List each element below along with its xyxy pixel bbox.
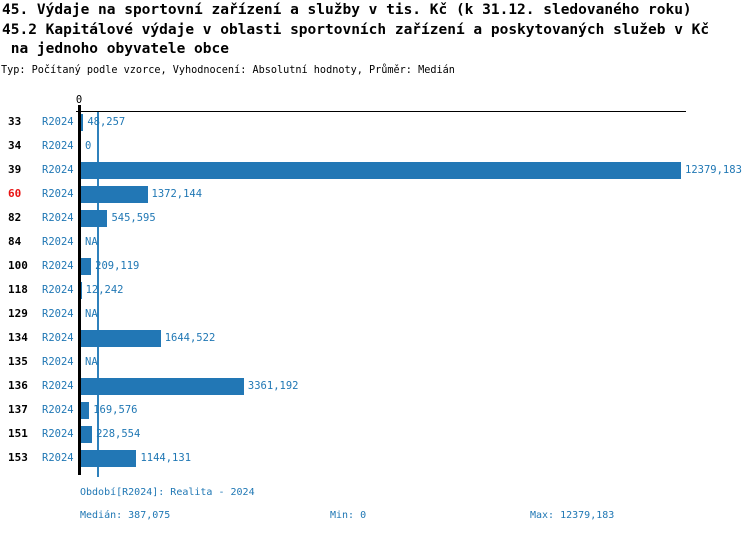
zero-baseline-line (78, 105, 81, 475)
row-category-label: 82 (8, 211, 22, 224)
row-category-label: 134 (8, 331, 28, 344)
value-bar (81, 377, 244, 395)
row-series-label: R2024 (42, 212, 74, 224)
row-series-label: R2024 (42, 308, 74, 320)
value-label: 169,576 (93, 404, 138, 416)
median-marker-line (97, 111, 99, 477)
row-category-label: 39 (8, 163, 22, 176)
chart-row: 135 R2024 NA (0, 350, 750, 374)
value-label: NA (85, 308, 98, 320)
row-category-label: 136 (8, 379, 28, 392)
value-bar (81, 425, 93, 443)
value-label: 0 (85, 140, 92, 152)
chart-title-line-2: 45.2 Kapitálové výdaje v oblasti sportov… (2, 22, 710, 38)
row-category-label: 151 (8, 427, 28, 440)
value-bar (81, 209, 108, 227)
row-series-label: R2024 (42, 356, 74, 368)
row-series-label: R2024 (42, 236, 74, 248)
row-series-label: R2024 (42, 188, 74, 200)
chart-title-line-1: 45. Výdaje na sportovní zařízení a služb… (2, 2, 692, 18)
chart-row: 39 R2024 12379,183 (0, 158, 750, 182)
value-label: 228,554 (96, 428, 141, 440)
row-series-label: R2024 (42, 332, 74, 344)
value-bar (81, 449, 137, 467)
chart-subtitle: Typ: Počítaný podle vzorce, Vyhodnocení:… (1, 65, 455, 76)
row-category-label: 153 (8, 451, 28, 464)
chart-row: 82 R2024 545,595 (0, 206, 750, 230)
chart-row: 153 R2024 1144,131 (0, 446, 750, 470)
row-category-label: 135 (8, 355, 28, 368)
value-bar (81, 329, 161, 347)
value-bar (81, 257, 92, 275)
row-category-label: 137 (8, 403, 28, 416)
chart-row: 60 R2024 1372,144 (0, 182, 750, 206)
value-label: NA (85, 236, 98, 248)
row-series-label: R2024 (42, 284, 74, 296)
value-bar (81, 401, 90, 419)
row-category-label: 129 (8, 307, 28, 320)
chart-row: 134 R2024 1644,522 (0, 326, 750, 350)
footer-max-caption: Max: 12379,183 (530, 510, 615, 521)
row-series-label: R2024 (42, 116, 74, 128)
value-label: 48,257 (87, 116, 126, 128)
row-series-label: R2024 (42, 164, 74, 176)
value-bar (81, 113, 84, 131)
chart-row: 136 R2024 3361,192 (0, 374, 750, 398)
value-label: 3361,192 (247, 380, 299, 392)
footer-period-caption: Období[R2024]: Realita - 2024 (80, 487, 255, 498)
value-bar (81, 281, 82, 299)
x-axis-line (76, 111, 686, 112)
chart-row: 151 R2024 228,554 (0, 422, 750, 446)
footer-min-caption: Min: 0 (330, 510, 367, 521)
value-label: 12379,183 (685, 164, 742, 176)
chart-row: 118 R2024 12,242 (0, 278, 750, 302)
row-series-label: R2024 (42, 404, 74, 416)
chart-row: 33 R2024 48,257 (0, 110, 750, 134)
value-label: 545,595 (111, 212, 156, 224)
row-category-label: 118 (8, 283, 28, 296)
value-label: 1144,131 (140, 452, 192, 464)
chart-row: 34 R2024 0 (0, 134, 750, 158)
value-label: NA (85, 356, 98, 368)
value-label: 12,242 (85, 284, 124, 296)
row-category-label: 100 (8, 259, 28, 272)
row-series-label: R2024 (42, 380, 74, 392)
x-axis-zero-tick-label: 0 (75, 94, 83, 106)
row-series-label: R2024 (42, 260, 74, 272)
row-series-label: R2024 (42, 452, 74, 464)
value-label: 1644,522 (164, 332, 216, 344)
value-label: 1372,144 (151, 188, 203, 200)
chart-row: 100 R2024 209,119 (0, 254, 750, 278)
chart-row: 129 R2024 NA (0, 302, 750, 326)
row-category-label: 34 (8, 139, 22, 152)
chart-title-line-3: na jednoho obyvatele obce (2, 41, 229, 57)
row-category-label: 84 (8, 235, 22, 248)
row-series-label: R2024 (42, 428, 74, 440)
value-bar (81, 185, 148, 203)
value-label: 209,119 (95, 260, 140, 272)
chart-row: 137 R2024 169,576 (0, 398, 750, 422)
row-series-label: R2024 (42, 140, 74, 152)
row-category-label-highlighted: 60 (8, 187, 22, 200)
footer-median-caption: Medián: 387,075 (80, 510, 171, 521)
chart-row: 84 R2024 NA (0, 230, 750, 254)
row-category-label: 33 (8, 115, 22, 128)
value-bar (81, 161, 681, 179)
